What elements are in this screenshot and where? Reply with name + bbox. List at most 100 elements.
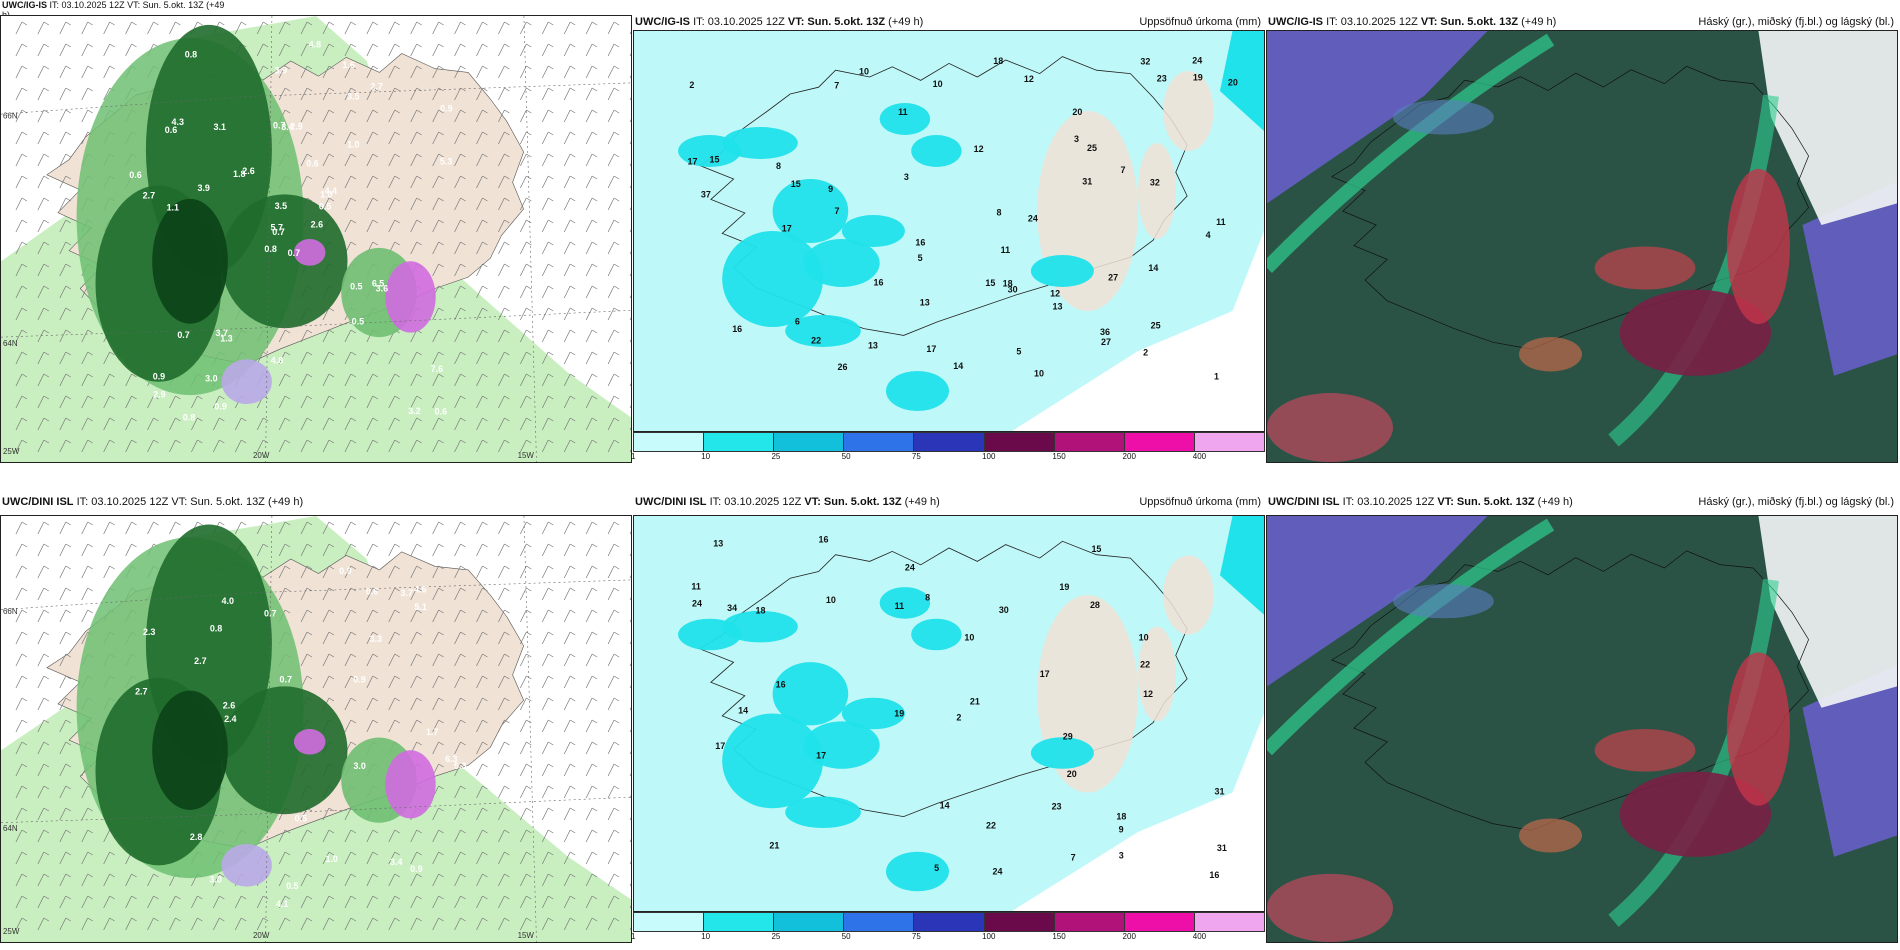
panel-header: UWC/DINI ISL IT: 03.10.2025 12Z VT: Sun.… <box>633 494 1265 510</box>
value-label: 15 <box>791 179 801 189</box>
latitude-line <box>1 82 631 115</box>
value-label: 10 <box>826 595 836 605</box>
value-label: 5 <box>1016 346 1021 356</box>
axis-label: 64N <box>3 824 18 833</box>
mid-cloud-area <box>1267 873 1393 942</box>
init-time: IT: 03.10.2025 12Z <box>709 496 802 508</box>
legend-ticks: 1 10 25 50 75 100 150 200 400 <box>631 452 1265 462</box>
value-label: 10 <box>1034 369 1044 379</box>
precip-extreme-area <box>385 261 436 333</box>
value-label: 7 <box>1071 852 1076 862</box>
legend-ticks: 1 10 25 50 75 100 150 200 400 <box>631 932 1265 942</box>
value-label: 10 <box>933 79 943 89</box>
value-label: 14 <box>953 361 963 371</box>
value-label: 3.0 <box>209 874 221 884</box>
legend-tick-label: 10 <box>701 932 711 941</box>
value-label: 0.6 <box>435 407 447 417</box>
legend-swatch <box>1054 913 1125 931</box>
precip-legend: 1 10 25 50 75 100 150 200 400 <box>631 432 1265 462</box>
value-label: 2.6 <box>311 219 323 229</box>
value-label: 22 <box>986 820 996 830</box>
value-label: 19 <box>894 708 904 718</box>
value-label: 31 <box>1217 843 1227 853</box>
precip-heavy-area <box>911 618 962 651</box>
value-label: 3.4 <box>390 857 402 867</box>
init-time: IT: 03.10.2025 12Z <box>693 16 785 28</box>
value-label: 32 <box>1140 57 1150 67</box>
value-label: 13 <box>1052 301 1062 311</box>
precip-extreme-area <box>385 750 436 819</box>
value-label: 25 <box>1087 143 1097 153</box>
value-label: 0.9 <box>153 371 165 381</box>
value-label: 1.3 <box>220 333 232 343</box>
high-cloud-area <box>1802 181 1897 376</box>
high-cloud-area <box>1267 516 1488 687</box>
value-label: 3.7 <box>401 588 413 598</box>
precip-heavy-area <box>1030 737 1094 769</box>
high-cloud-area <box>1393 584 1494 619</box>
legend-tick-label: 25 <box>771 452 781 461</box>
map-accum-precip[interactable]: 10 9 11 10 5 8 24 19 16 17 18 30 29 34 31 28 31 23 22 20 24 1… <box>633 515 1265 912</box>
value-label: 9 <box>828 184 833 194</box>
value-label: 2.6 <box>242 166 254 176</box>
value-label: 3.9 <box>275 65 287 75</box>
value-label: 0.8 <box>264 244 276 254</box>
value-label: 5.3 <box>454 761 466 771</box>
legend-tick-label: 1 <box>631 932 636 941</box>
value-label: 12 <box>1050 288 1060 298</box>
map-wind-precip[interactable]: 66N 64N 20W 15W 25W 2.3 0.8 0.9 0.5 3.7 4.1 3.0 2.4 4… <box>0 515 632 943</box>
precip-heavy-area <box>886 371 949 411</box>
value-label: 0.8 <box>210 624 222 634</box>
value-label: 5.3 <box>440 156 452 166</box>
value-label: 1 <box>1214 372 1219 382</box>
value-label: 0.6 <box>366 586 378 596</box>
value-label: 0.5 <box>286 881 298 891</box>
legend-tick-label: 100 <box>982 932 996 941</box>
value-label: 37 <box>701 190 711 200</box>
panel-header: UWC/IG-IS IT: 03.10.2025 12Z VT: Sun. 5.… <box>1266 14 1898 30</box>
value-label: 17 <box>715 741 725 751</box>
map-wind-precip[interactable]: 66N 64N 20W 15W 25W 0.7 0.6 0.7 0.9 1.0 1.3 1.6 2.9 3… <box>0 15 632 463</box>
land-dry-area <box>1163 555 1214 635</box>
legend-swatch <box>1124 433 1195 451</box>
value-label: 6.3 <box>445 754 457 764</box>
value-label: 19 <box>1193 73 1203 83</box>
land-dry-area <box>1163 71 1214 151</box>
value-label: 3.5 <box>275 201 287 211</box>
map-clouds[interactable] <box>1266 30 1898 463</box>
value-label: 22 <box>811 335 821 345</box>
mid-cloud-area <box>1619 289 1771 376</box>
value-label: 23 <box>1157 73 1167 83</box>
legend-tick-label: 200 <box>1122 932 1136 941</box>
value-label: 21 <box>769 840 779 850</box>
panel-accum-precip-dini: UWC/DINI ISL IT: 03.10.2025 12Z VT: Sun.… <box>631 480 1265 945</box>
low-cloud-band <box>1267 518 1555 756</box>
mid-cloud-area <box>1726 168 1790 325</box>
legend-swatch <box>704 433 775 451</box>
legend-tick-label: 75 <box>911 452 921 461</box>
value-label: 3 <box>1074 134 1079 144</box>
legend-swatch <box>634 913 705 931</box>
legend-tick-label: 50 <box>841 932 851 941</box>
value-label: 0.7 <box>264 609 276 619</box>
longitude-line <box>265 516 273 942</box>
longitude-line <box>523 516 537 942</box>
value-label: 3 <box>904 172 909 182</box>
map-accum-precip[interactable]: 10 7 6 8 7 5 4 7 5 22 16 17 16 18 31 32 37 23 27 32 36 30 26 27… <box>633 30 1265 432</box>
legend-swatch <box>914 433 985 451</box>
legend-tick-label: 150 <box>1052 452 1066 461</box>
value-label: 2.3 <box>143 627 155 637</box>
legend-swatch <box>634 433 705 451</box>
value-label: 4.0 <box>222 596 234 606</box>
precip-heavy-area <box>879 587 931 619</box>
run-info: IT: 03.10.2025 12Z VT: Sun. 5.okt. 13Z (… <box>49 0 225 10</box>
init-time: IT: 03.10.2025 12Z <box>1326 16 1418 28</box>
panel-header: UWC/IG-IS IT: 03.10.2025 12Z VT: Sun. 5.… <box>633 14 1265 30</box>
precip-heavy-area <box>1030 255 1094 287</box>
panel-title: Háský (gr.), miðský (fj.bl.) og lágský (… <box>1698 496 1894 508</box>
value-label: 27 <box>1101 337 1111 347</box>
map-clouds[interactable] <box>1266 515 1898 943</box>
axis-label: 20W <box>253 931 270 940</box>
value-label: 2.6 <box>223 700 235 710</box>
value-label: 11 <box>895 601 904 611</box>
